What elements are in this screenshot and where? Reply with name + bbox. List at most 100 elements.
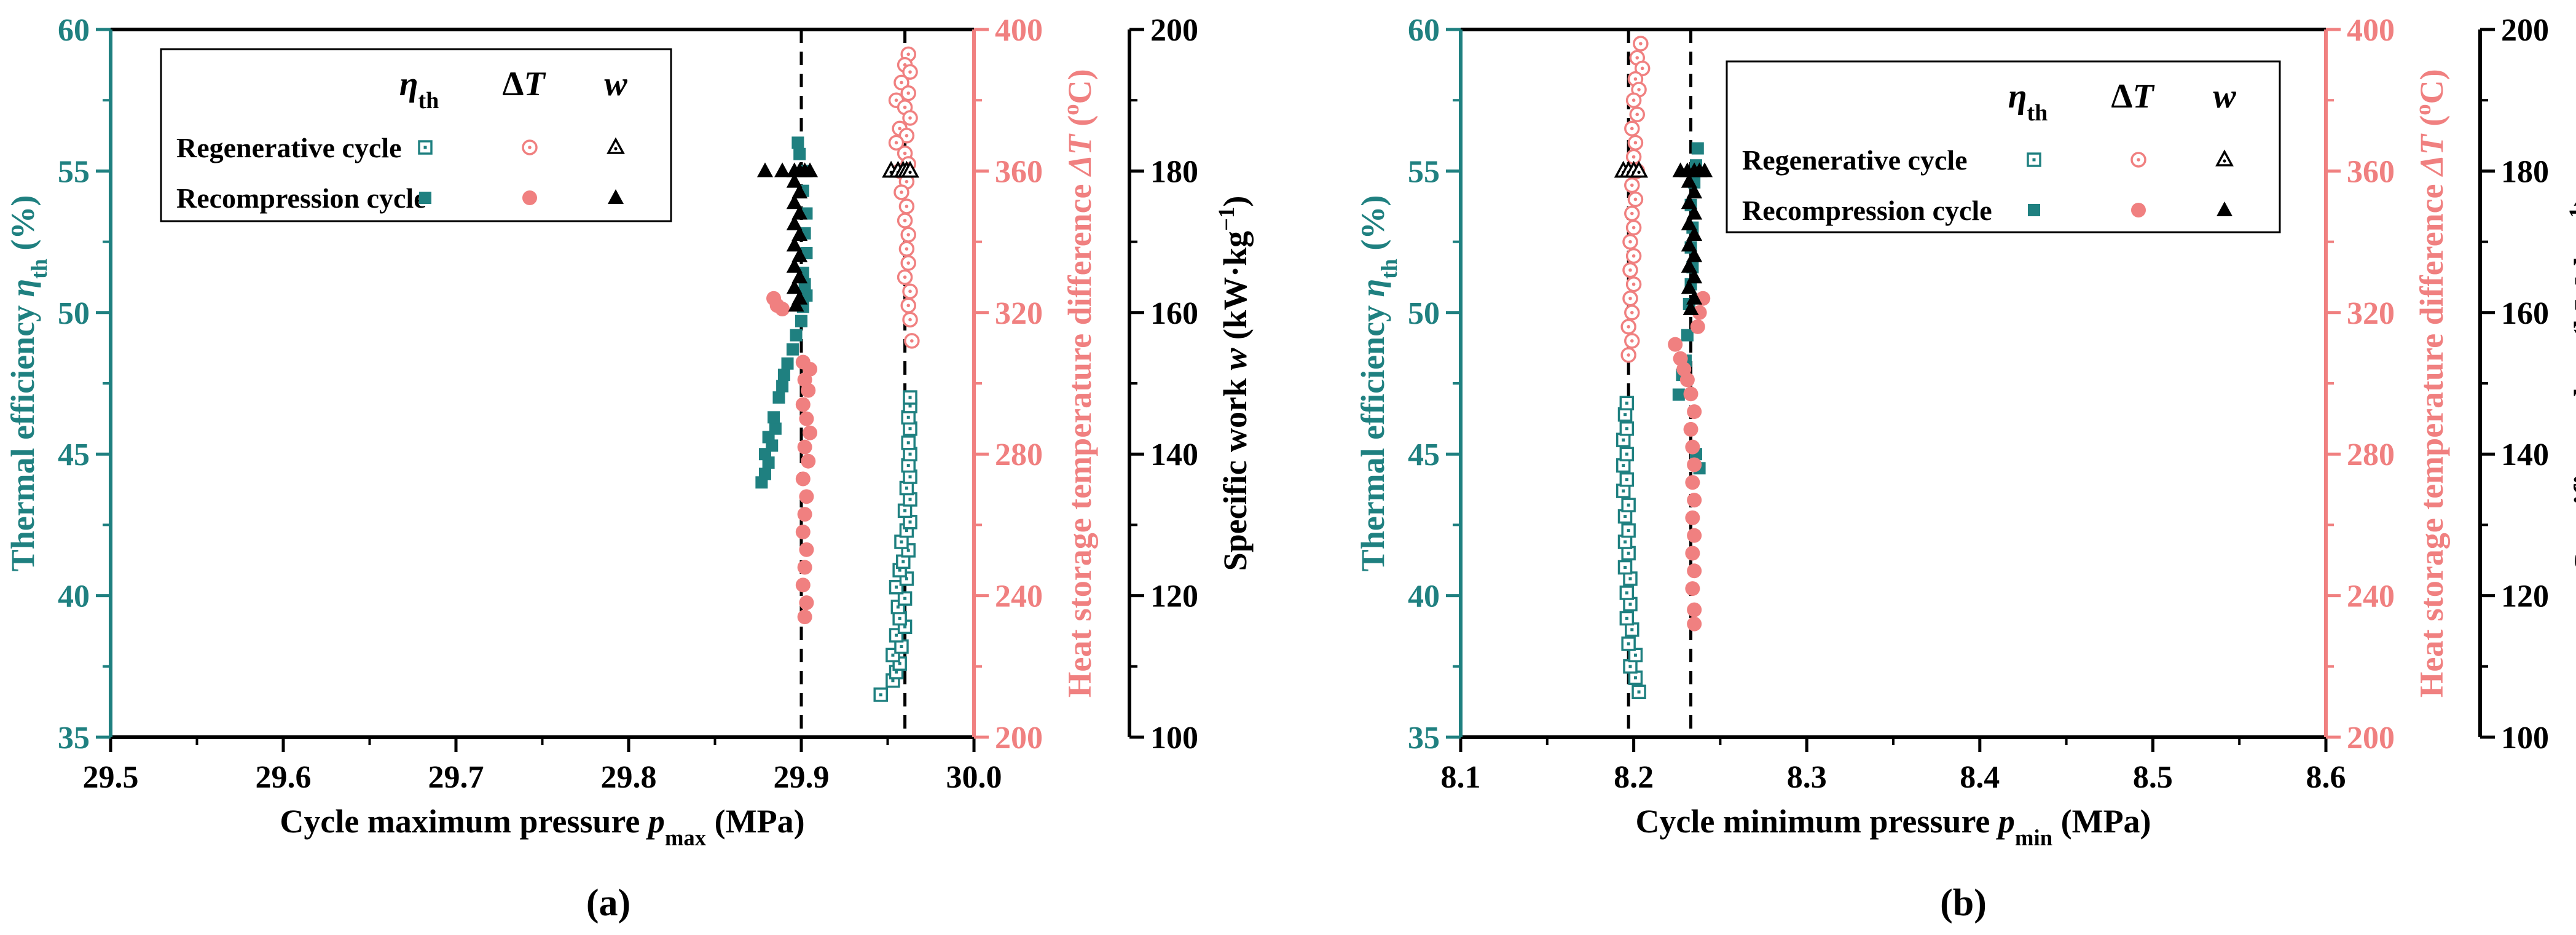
marker-recomp-dt (1683, 421, 1698, 437)
marker-recomp-dt (1687, 602, 1702, 617)
marker-recomp-eta (419, 192, 431, 204)
marker-recomp-dt (799, 489, 814, 504)
marker-recomp-dt (797, 439, 812, 455)
x-axis-title: Cycle minimum pressure pmin (MPa) (1635, 803, 2151, 850)
marker-regen-dt (902, 110, 918, 126)
marker-regen-dt (900, 85, 916, 101)
marker-dot (908, 475, 912, 479)
marker-regen-dt (904, 333, 920, 349)
marker-regen-eta (1619, 585, 1635, 600)
marker-dot (908, 498, 912, 501)
marker-dot (903, 151, 907, 155)
marker-regen-eta (1621, 636, 1636, 651)
left-tick-label: 45 (58, 437, 90, 472)
marker-regen-dt (897, 213, 913, 229)
marker-dot (906, 261, 911, 265)
marker-recomp-dt (801, 453, 816, 469)
marker-regen-dt (893, 184, 909, 200)
series-recompression-t (1668, 291, 1711, 632)
marker-dot (1627, 551, 1630, 555)
marker-regen-w (607, 137, 625, 154)
middle-tick-label: 400 (995, 13, 1043, 48)
marker-dot (896, 605, 900, 609)
marker-recomp-dt (1685, 581, 1700, 597)
marker-dot (1633, 676, 1637, 679)
legend-header-eta: ηth (2008, 77, 2048, 126)
marker-dot (1628, 240, 1632, 244)
marker-dot (1628, 296, 1632, 300)
marker-dot (903, 509, 907, 512)
x-tick-label: 30.0 (946, 760, 1002, 795)
marker-recomp-dt (797, 560, 812, 575)
marker-dot (905, 247, 909, 251)
middle-tick-label: 200 (995, 721, 1043, 756)
marker-recomp-w (791, 226, 808, 241)
x-tick-label: 8.6 (2306, 760, 2346, 795)
marker-regen-w (1630, 160, 1648, 178)
middle-tick-label: 320 (2347, 296, 2395, 331)
marker-recomp-w (2217, 201, 2232, 216)
marker-recomp-dt (1687, 457, 1702, 472)
series-regenerative-w (1614, 160, 1648, 178)
marker-dot (1628, 268, 1632, 272)
marker-recomp-dt (1687, 528, 1702, 543)
marker-recomp-dt (775, 302, 790, 317)
left-axis-title: Thermal efficiency ηth (%) (4, 195, 52, 572)
marker-recomp-dt (1685, 510, 1700, 525)
marker-dot (906, 52, 911, 57)
marker-dot (895, 585, 898, 589)
marker-dot (906, 464, 910, 468)
marker-dot (1625, 427, 1628, 431)
marker-recomp-w (1686, 289, 1703, 305)
right-tick-label: 100 (1150, 721, 1198, 756)
marker-recomp-w (786, 237, 803, 252)
marker-dot (1632, 225, 1636, 230)
marker-dot (1637, 88, 1641, 92)
marker-dot (908, 70, 912, 74)
marker-dot (898, 662, 901, 665)
marker-dot (1625, 616, 1628, 620)
x-tick-label: 29.6 (256, 760, 312, 795)
marker-recomp-w (1681, 173, 1697, 188)
marker-dot (908, 318, 912, 322)
marker-dot (1633, 77, 1638, 81)
marker-regen-dt (1620, 347, 1636, 363)
marker-recomp-w (802, 162, 819, 178)
series-regenerative-th (873, 390, 917, 702)
marker-dot (906, 91, 911, 95)
right-tick-label: 200 (1150, 13, 1198, 48)
marker-dot (1622, 489, 1625, 493)
right-tick-label: 120 (1150, 579, 1198, 614)
marker-dot (1627, 529, 1630, 533)
marker-recomp-eta (758, 468, 771, 480)
marker-dot (1635, 112, 1639, 117)
legend-header-w: w (2213, 77, 2236, 115)
marker-regen-eta (1632, 684, 1646, 700)
marker-dot (1632, 98, 1636, 102)
marker-dot (905, 577, 908, 581)
marker-recomp-dt (803, 425, 818, 440)
marker-recomp-w (1686, 205, 1703, 220)
middle-axis-title: Heat storage temperature difference ΔT (… (2410, 69, 2451, 697)
marker-triangle (2215, 149, 2234, 166)
marker-recomp-dt (795, 397, 811, 412)
marker-dot (895, 670, 898, 674)
marker-recomp-eta (769, 422, 782, 435)
marker-dot (906, 303, 911, 308)
marker-regen-dt (898, 241, 915, 257)
marker-regen-dt (1627, 191, 1644, 208)
marker-recomp-w (786, 279, 803, 294)
marker-dot (1633, 141, 1638, 145)
marker-dot (906, 415, 910, 419)
marker-dot (1628, 665, 1632, 668)
legend-header-w: w (604, 65, 627, 103)
marker-recomp-eta (790, 329, 803, 342)
panel-label: (a) (586, 882, 630, 924)
marker-dot (1633, 653, 1637, 657)
marker-regen-dt (1625, 219, 1642, 236)
marker-dot (1628, 577, 1632, 581)
marker-recomp-dt (1683, 386, 1698, 402)
marker-dot (1627, 353, 1630, 357)
left-axis-title: Thermal efficiency ηth (%) (1354, 195, 1402, 572)
marker-dot (1630, 127, 1634, 131)
